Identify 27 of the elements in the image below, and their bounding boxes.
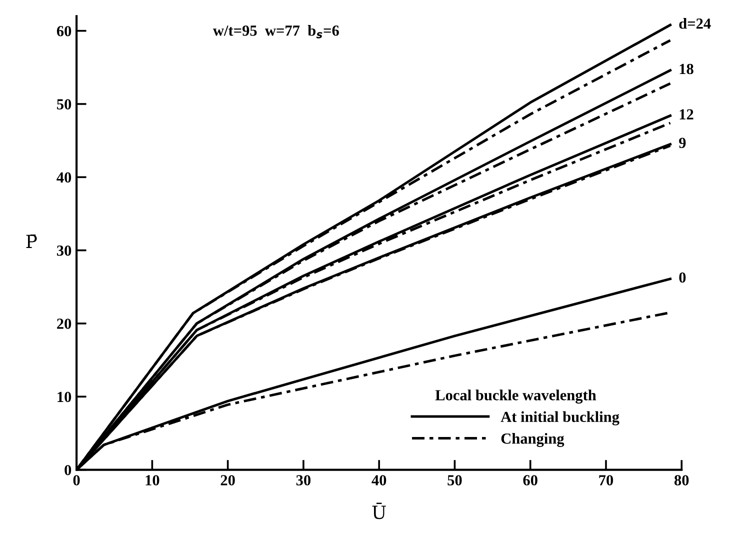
x-tick-label: 40: [372, 475, 386, 486]
y-tick-label: 40: [56, 172, 72, 183]
annotation: 9: [679, 138, 686, 148]
x-tick-label: 80: [674, 475, 689, 486]
annotation: 0: [679, 272, 686, 283]
annotation: d=24: [679, 18, 711, 29]
y-tick-label: 30: [56, 245, 72, 256]
y-axis-title: P̄: [26, 234, 37, 248]
x-tick-label: 50: [448, 475, 462, 486]
x-tick-label: 0: [73, 475, 80, 486]
annotation: 12: [680, 109, 694, 120]
x-tick-label: 70: [599, 475, 614, 486]
y-tick-label: 60: [56, 26, 72, 36]
y-tick-label: 0: [64, 464, 72, 476]
x-tick-label: 60: [523, 475, 538, 486]
legend-label: At initial buckling: [500, 411, 620, 426]
x-tick-label: 10: [146, 475, 160, 486]
x-axis-title: Ū: [372, 502, 386, 520]
y-tick-label: 10: [58, 392, 72, 402]
y-tick-label: 20: [57, 318, 72, 329]
legend-label: Changing: [501, 433, 564, 447]
x-tick-label: 20: [220, 475, 235, 486]
y-tick-label: 50: [57, 99, 72, 110]
annotation: w/t=95 w=77 b$_{s}$=6: [213, 25, 339, 38]
annotation: 18: [680, 64, 694, 74]
legend-title: Local buckle wavelength: [435, 390, 596, 404]
x-tick-label: 30: [296, 475, 311, 486]
